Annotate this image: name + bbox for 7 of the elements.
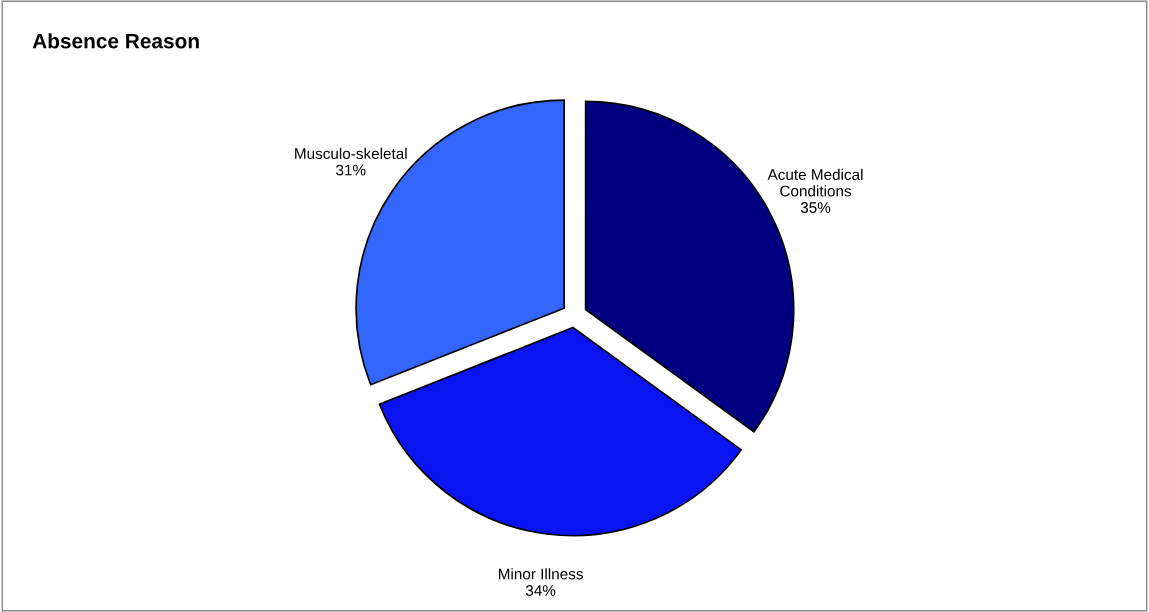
slice-label: Minor Illness: [498, 568, 583, 580]
text: Absence Reason: [32, 33, 199, 49]
slice-label: Musculo-skeletal: [295, 147, 407, 160]
data-label: 35%: [800, 202, 831, 213]
data-label: 31%: [336, 164, 366, 176]
slice-label: Acute Medical Conditions: [767, 168, 863, 197]
data-label: 34%: [525, 585, 556, 596]
